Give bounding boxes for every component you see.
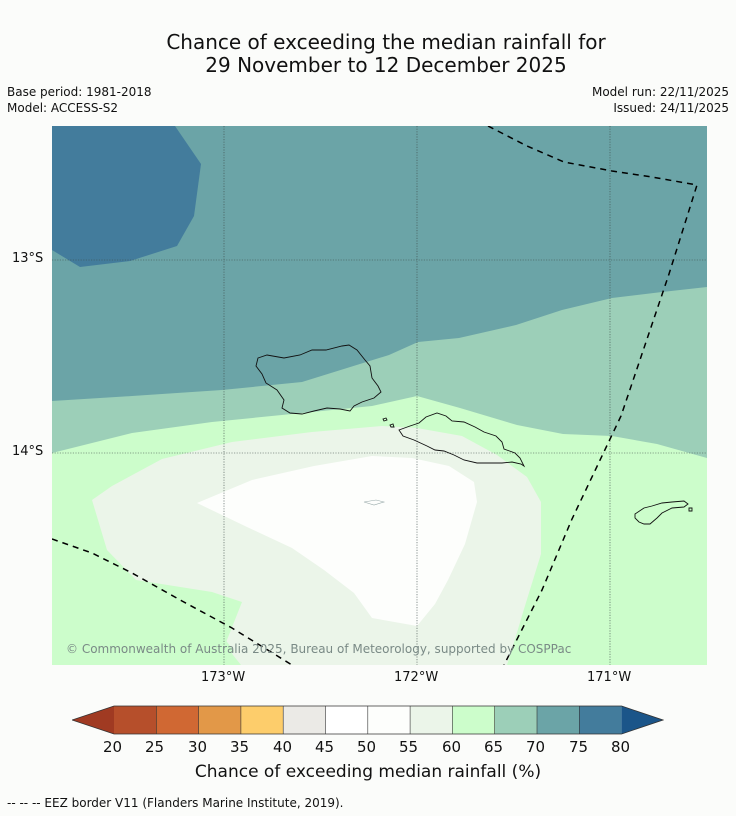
- base-period: Base period: 1981-2018: [7, 85, 152, 99]
- colorbar-label: Chance of exceeding median rainfall (%): [194, 762, 542, 782]
- manono-island: [382, 417, 388, 422]
- map-canvas: [52, 126, 707, 665]
- meta-left: Base period: 1981-2018 Model: ACCESS-S2: [7, 84, 152, 116]
- zone-50-55: [197, 456, 477, 626]
- cbar-tick-65: 65: [484, 738, 504, 756]
- colorbar-arrow-high: [621, 706, 663, 734]
- colorbar-segment-40-45: [283, 706, 326, 734]
- upolu-island: [398, 412, 526, 468]
- colorbar-outline: [70, 705, 665, 735]
- colorbar-dividers: [156, 706, 580, 734]
- cbar-tick-55: 55: [399, 738, 419, 756]
- cbar-tick-35: 35: [230, 738, 250, 756]
- lon-label-173w: 173°W: [201, 670, 246, 685]
- cbar-tick-70: 70: [526, 738, 546, 756]
- cbar-tick-75: 75: [569, 738, 589, 756]
- zone-75-80: [52, 126, 201, 267]
- colorbar-segment-30-35: [198, 706, 241, 734]
- colorbar-segment-70-75: [537, 706, 580, 734]
- cbar-tick-80: 80: [611, 738, 631, 756]
- meta-right: Model run: 22/11/2025 Issued: 24/11/2025: [592, 84, 729, 116]
- title-line-2: 29 November to 12 December 2025: [205, 53, 567, 77]
- model-run: Model run: 22/11/2025: [591, 85, 729, 99]
- copyright-notice: © Commonwealth of Australia 2025, Bureau…: [66, 642, 572, 656]
- aunuu-island: [688, 507, 693, 512]
- colorbar-segment-25-30: [156, 706, 199, 734]
- lat-label-14s: 14°S: [12, 444, 44, 459]
- eez-border: [52, 126, 698, 665]
- chart-title: Chance of exceeding the median rainfall …: [0, 31, 736, 77]
- colorbar-segment-75-80: [579, 706, 622, 734]
- lat-label-13s: 13°S: [12, 251, 44, 266]
- cbar-tick-30: 30: [188, 738, 208, 756]
- colorbar-segment-60-65: [452, 706, 495, 734]
- rainfall-map: [52, 126, 707, 665]
- colorbar-segment-45-50: [325, 706, 368, 734]
- coastlines: [255, 344, 693, 525]
- savaii-island: [255, 344, 382, 415]
- lon-label-172w: 172°W: [394, 670, 439, 685]
- eez-border-south: [52, 538, 293, 665]
- title-line-1: Chance of exceeding the median rainfall …: [166, 30, 606, 54]
- issued-date: Issued: 24/11/2025: [613, 101, 729, 115]
- colorbar: [70, 705, 665, 739]
- tutuila-island: [634, 500, 689, 525]
- cbar-tick-50: 50: [357, 738, 377, 756]
- zone-60-65-sw: [52, 614, 234, 665]
- eez-border-east: [487, 126, 698, 665]
- eez-legend-note: -- -- -- EEZ border V11 (Flanders Marine…: [7, 796, 344, 810]
- colorbar-segment-65-70: [494, 706, 537, 734]
- colorbar-segment-20-25: [114, 706, 157, 734]
- lon-label-171w: 171°W: [587, 670, 632, 685]
- colorbar-segment-35-40: [240, 706, 284, 734]
- colorbar-segment-50-55: [367, 706, 411, 734]
- colorbar-segment-55-60: [410, 706, 453, 734]
- cbar-tick-45: 45: [315, 738, 335, 756]
- cbar-tick-20: 20: [103, 738, 123, 756]
- contour-blip: [363, 499, 386, 506]
- colorbar-arrow-low: [72, 706, 114, 734]
- colorbar-svg: [70, 705, 665, 735]
- cbar-tick-40: 40: [273, 738, 293, 756]
- apolima-island: [389, 423, 395, 428]
- model-name: Model: ACCESS-S2: [7, 101, 119, 115]
- cbar-tick-60: 60: [442, 738, 462, 756]
- cbar-tick-25: 25: [145, 738, 165, 756]
